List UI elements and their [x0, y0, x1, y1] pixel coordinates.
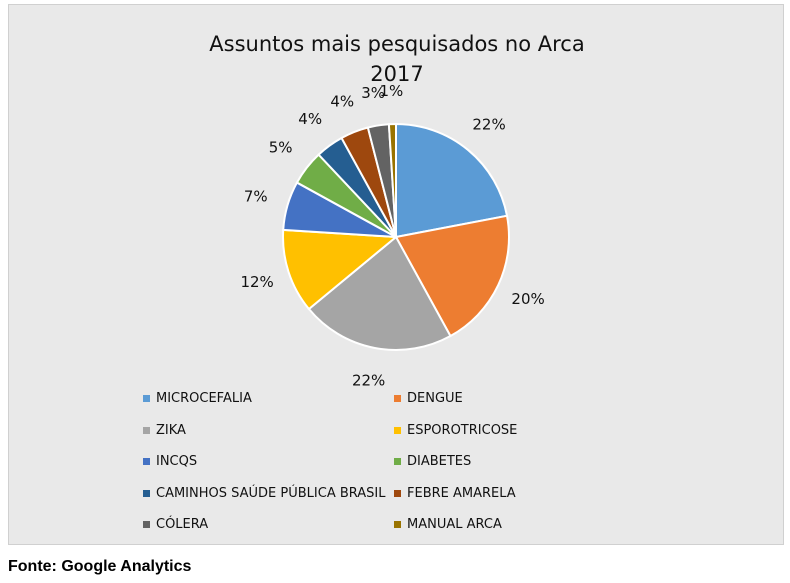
data-label-9: 1%	[380, 82, 404, 100]
data-label-0: 22%	[472, 116, 505, 134]
source-note: Fonte: Google Analytics	[8, 558, 192, 575]
legend-label-1: DENGUE	[407, 391, 463, 406]
chart-area: Assuntos mais pesquisados no Arca 2017 2…	[8, 4, 784, 545]
pie-slice-2	[307, 235, 452, 351]
data-label-8: 3%	[361, 84, 385, 102]
legend-item-8: CÓLERA	[143, 517, 208, 532]
legend-label-5: DIABETES	[407, 454, 472, 469]
legend-swatch-6	[143, 489, 150, 497]
legend-item-1: DENGUE	[394, 391, 463, 406]
legend-item-0: MICROCEFALIA	[143, 391, 252, 406]
data-label-2: 22%	[352, 371, 385, 389]
legend-swatch-1	[394, 395, 401, 402]
legend-item-4: INCQS	[143, 454, 197, 469]
chart-title: Assuntos mais pesquisados no Arca	[209, 32, 585, 56]
data-label-3: 12%	[240, 273, 273, 291]
pie-slice-3	[282, 228, 399, 311]
legend-label-4: INCQS	[156, 454, 198, 469]
legend-label-0: MICROCEFALIA	[156, 391, 252, 406]
pie-slice-9	[387, 122, 397, 238]
chart-subtitle: 2017	[370, 62, 424, 86]
legend-swatch-9	[394, 521, 401, 528]
legend-swatch-3	[394, 426, 401, 434]
data-label-7: 4%	[330, 92, 354, 110]
legend-item-6: CAMINHOS SAÚDE PÚBLICA BRASIL	[143, 486, 386, 501]
legend-item-2: ZIKA	[143, 423, 186, 438]
data-label-1: 20%	[511, 290, 544, 308]
data-label-4: 7%	[244, 187, 268, 205]
legend-swatch-7	[394, 489, 401, 497]
legend-label-2: ZIKA	[156, 422, 186, 438]
legend-item-3: ESPOROTRICOSE	[394, 423, 517, 438]
data-label-5: 5%	[269, 139, 293, 157]
pie-slice-1	[394, 214, 510, 338]
legend-swatch-5	[394, 458, 401, 465]
legend-item-7: FEBRE AMARELA	[394, 486, 516, 501]
legend-label-8: CÓLERA	[156, 517, 209, 532]
legend-item-9: MANUAL ARCA	[394, 517, 502, 532]
legend-label-6: CAMINHOS SAÚDE PÚBLICA BRASIL	[156, 485, 386, 501]
legend-label-3: ESPOROTRICOSE	[407, 422, 518, 438]
legend-swatch-0	[143, 395, 150, 402]
legend-item-5: DIABETES	[394, 454, 471, 469]
legend-swatch-8	[143, 521, 150, 528]
legend-label-7: FEBRE AMARELA	[407, 485, 516, 501]
legend-label-9: MANUAL ARCA	[407, 517, 502, 532]
legend-swatch-4	[143, 458, 150, 465]
data-label-6: 4%	[298, 110, 322, 128]
pie-chart: 22% 20% 22% 12% 7% 5% 4% 4% 3%1%	[240, 82, 544, 389]
pie-slice-0	[395, 122, 509, 239]
legend-swatch-2	[143, 426, 150, 434]
